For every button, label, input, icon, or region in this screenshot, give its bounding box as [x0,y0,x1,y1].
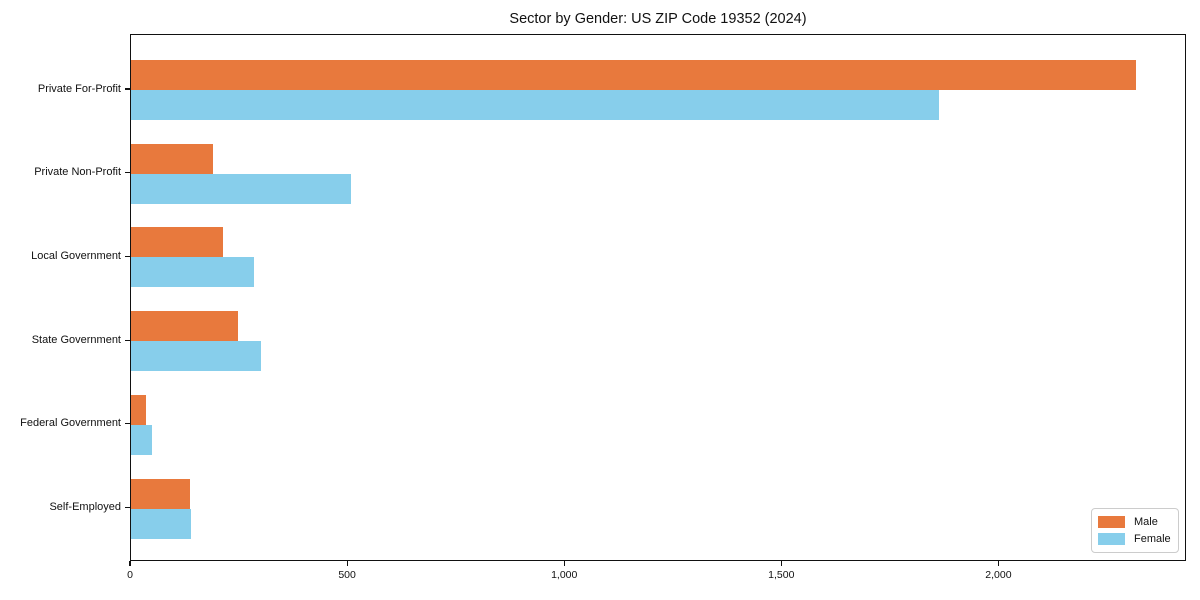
y-tick-mark-state-government [124,339,130,341]
x-tick-mark-2,000 [997,560,999,566]
x-axis-label-0: 0 [127,568,133,581]
x-tick-mark-1,000 [563,560,565,566]
bar-female-state-government [131,341,262,372]
bar-female-private-non-profit [131,173,352,204]
bar-male-private-non-profit [131,143,213,174]
bar-female-self-employed [131,508,192,539]
x-axis-label-2,000: 2,000 [985,568,1012,581]
legend: Male Female [1091,508,1179,553]
y-axis-label-federal-government: Federal Government [20,417,121,430]
x-axis-label-1,500: 1,500 [768,568,795,581]
y-axis-label-private-for-profit: Private For-Profit [37,82,121,95]
x-tick-mark-500 [346,560,348,566]
bar-male-private-for-profit [131,60,1137,90]
x-axis-label-1,000: 1,000 [551,568,578,581]
bar-male-local-government [131,227,223,258]
y-tick-mark-self-employed [124,506,130,509]
legend-item-female: Female [1098,532,1172,545]
legend-swatch-male-icon [1098,516,1125,529]
legend-item-male: Male [1098,516,1172,529]
bar-male-self-employed [131,478,191,509]
y-axis-label-self-employed: Self-Employed [49,501,121,513]
y-axis-label-local-government: Local Government [31,249,121,262]
chart-title: Sector by Gender: US ZIP Code 19352 (202… [509,11,807,27]
y-axis-label-state-government: State Government [31,333,121,346]
y-tick-mark-federal-government [124,423,130,425]
y-axis-label-private-non-profit: Private Non-Profit [34,166,121,179]
bar-female-local-government [131,257,254,288]
x-tick-mark-1,500 [780,560,782,566]
legend-label-male: Male [1134,516,1158,529]
bar-female-private-for-profit [131,90,939,120]
x-axis-label-500: 500 [338,568,356,581]
legend-swatch-female-icon [1098,532,1125,545]
x-tick-mark-0 [129,560,131,566]
bar-male-federal-government [131,394,146,425]
bar-male-state-government [131,311,239,342]
y-tick-mark-local-government [124,255,130,257]
y-tick-mark-private-for-profit [124,88,130,90]
y-tick-mark-private-non-profit [124,172,130,174]
bar-female-federal-government [131,424,153,455]
legend-label-female: Female [1134,532,1171,545]
plot-area [130,33,1186,561]
